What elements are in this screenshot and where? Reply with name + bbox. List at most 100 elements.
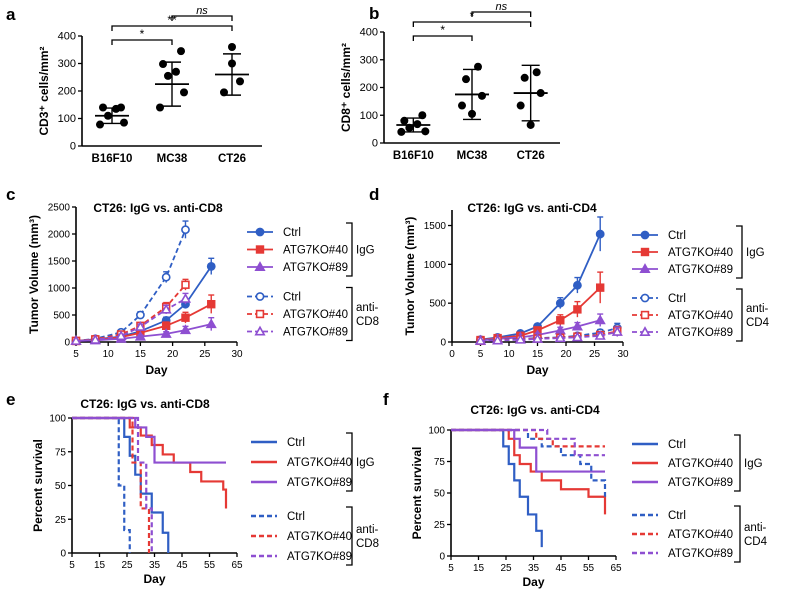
panel-c-tumor-volume: c CT26: IgG vs. anti-CD8 0 500 1000 1500 2000 2…: [6, 185, 379, 377]
group-label: IgG: [356, 457, 375, 469]
legend-entry: Ctrl: [632, 230, 686, 242]
x-category-label: CT26: [218, 153, 246, 165]
x-tick-label: 20: [560, 349, 572, 360]
x-axis-title: Day: [143, 572, 165, 586]
series-ATG7KO#40-IgG: [476, 271, 605, 345]
panel-e-survival: e CT26: IgG vs. anti-CD8 0 25 50 75 100 5 15 25 35…: [6, 390, 379, 586]
data-point: [89, 334, 101, 344]
y-tick-label: 0: [439, 552, 445, 563]
y-tick-label: 0: [70, 141, 76, 153]
legend-entry: ATG7KO#40: [632, 310, 733, 322]
x-tick-label: 15: [94, 560, 106, 571]
panel-letter: e: [6, 390, 15, 409]
data-point: [179, 292, 192, 303]
y-tick-label: 1000: [48, 284, 71, 295]
data-point: [418, 111, 427, 120]
data-point: [104, 111, 112, 120]
data-point: [159, 60, 167, 69]
chart-title: CT26: IgG vs. anti-CD4: [470, 403, 600, 417]
group-bracket: [736, 225, 743, 279]
data-point: [180, 88, 188, 97]
y-tick-label: 1500: [48, 257, 71, 268]
series-Ctrl-anti-CD8: [71, 220, 190, 346]
y-tick-label: 400: [58, 31, 76, 43]
group-CT26: [513, 64, 548, 129]
legend-marker: [640, 293, 650, 303]
y-tick-label: 50: [55, 481, 67, 492]
legend-entry: ATG7KO#89: [632, 263, 733, 276]
group-B16F10: [396, 111, 431, 136]
x-category-label: MC38: [457, 150, 488, 162]
group-label: anti-: [744, 522, 767, 534]
y-tick-label: 0: [372, 138, 378, 150]
group-label: IgG: [356, 245, 375, 257]
panel-letter: b: [369, 4, 379, 23]
data-point: [571, 331, 583, 342]
survival-step-ATG7KO#40-IgG: [451, 428, 607, 515]
group-bracket: [734, 434, 741, 492]
legend-label: ATG7KO#89: [668, 327, 733, 339]
y-tick-label: 25: [434, 520, 446, 531]
panel-letter: f: [383, 390, 389, 409]
data-point: [468, 109, 476, 118]
data-point: [405, 123, 414, 132]
legend-label: Ctrl: [668, 510, 686, 522]
data-point: [474, 62, 482, 71]
legend-label: Ctrl: [668, 230, 686, 242]
x-tick-label: 25: [121, 560, 133, 571]
x-tick-label: 25: [199, 349, 211, 360]
group-label: CD4: [744, 536, 768, 548]
x-tick-label: 5: [73, 349, 79, 360]
x-tick-label: 15: [135, 349, 147, 360]
data-point: [177, 47, 185, 56]
significance-bracket: [412, 35, 473, 41]
x-category-label: CT26: [517, 150, 545, 162]
legend-label: ATG7KO#89: [287, 477, 352, 489]
legend-entry: Ctrl: [247, 292, 301, 304]
x-tick-label: 15: [532, 349, 544, 360]
x-tick-label: 65: [610, 563, 622, 574]
data-point: [421, 127, 430, 136]
group-bracket: [346, 222, 353, 277]
x-category-label: B16F10: [92, 153, 133, 165]
legend-label: ATG7KO#40: [668, 310, 733, 322]
x-tick-label: 0: [449, 349, 455, 360]
y-tick-label: 25: [55, 515, 67, 526]
legend-marker: [255, 245, 265, 254]
legend-label: Ctrl: [668, 439, 686, 451]
data-point: [228, 43, 236, 51]
y-tick-label: 300: [58, 58, 76, 70]
legend-entry: ATG7KO#89: [247, 325, 348, 339]
data-point: [611, 326, 623, 336]
x-tick-label: 65: [231, 560, 243, 571]
y-tick-label: 0: [440, 338, 446, 349]
legend-label: Ctrl: [283, 292, 301, 304]
significance-bracket: [111, 25, 233, 31]
x-category-label: B16F10: [393, 150, 434, 162]
legend-label: Ctrl: [668, 293, 686, 305]
data-point: [531, 333, 544, 343]
x-tick-label: 45: [555, 563, 567, 574]
legend-marker: [640, 247, 650, 257]
x-tick-label: 25: [500, 563, 512, 574]
y-tick-label: 2000: [48, 230, 71, 241]
data-point: [181, 313, 190, 322]
x-tick-label: 45: [176, 560, 188, 571]
group-bracket: [346, 286, 353, 342]
legend-entry: Ctrl: [632, 293, 686, 305]
group-label: IgG: [746, 247, 765, 259]
legend-entry: ATG7KO#40: [632, 529, 733, 541]
group-label: CD8: [356, 316, 379, 328]
x-tick-label: 5: [478, 349, 484, 360]
group-B16F10: [95, 103, 129, 129]
legend-entry: ATG7KO#40: [251, 457, 352, 469]
legend-label: ATG7KO#40: [668, 529, 733, 541]
x-tick-label: 5: [69, 560, 75, 571]
chart-title: CT26: IgG vs. anti-CD8: [93, 201, 223, 215]
panel-letter: d: [369, 185, 379, 204]
data-point: [595, 229, 605, 239]
survival-step-ATG7KO#40-IgG: [72, 416, 228, 509]
survival-step-ATG7KO#89-IgG: [72, 416, 226, 464]
x-tick-label: 30: [617, 349, 629, 360]
